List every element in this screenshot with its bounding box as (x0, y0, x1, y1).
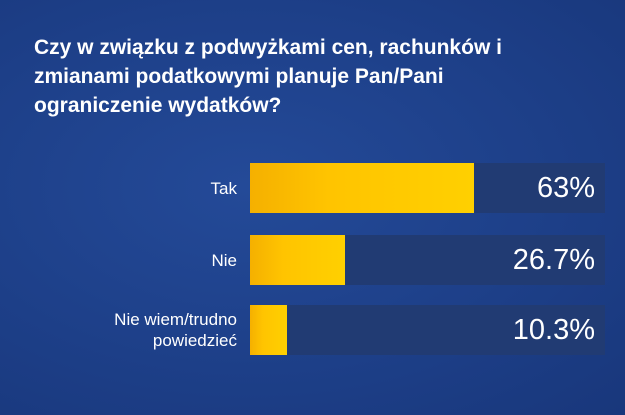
category-label: Nie (211, 250, 237, 270)
category-label: Tak (210, 178, 237, 198)
bar-row: Tak 63% (0, 163, 625, 213)
chart-title: Czy w związku z podwyżkami cen, rachunkó… (34, 36, 502, 117)
bar-row: Nie 26.7% (0, 235, 625, 285)
value-label: 26.7% (512, 243, 595, 276)
bar (250, 235, 345, 285)
bar-track: 63% (250, 163, 605, 213)
bar (250, 163, 474, 213)
bar (250, 305, 287, 355)
value-label: 63% (536, 171, 595, 204)
bar-row: Nie wiem/trudno powiedzieć 10.3% (0, 305, 625, 355)
value-label: 10.3% (512, 313, 595, 346)
category-label: Nie wiem/trudno powiedzieć (114, 310, 237, 350)
bar-track: 10.3% (250, 305, 605, 355)
bar-track: 26.7% (250, 235, 605, 285)
